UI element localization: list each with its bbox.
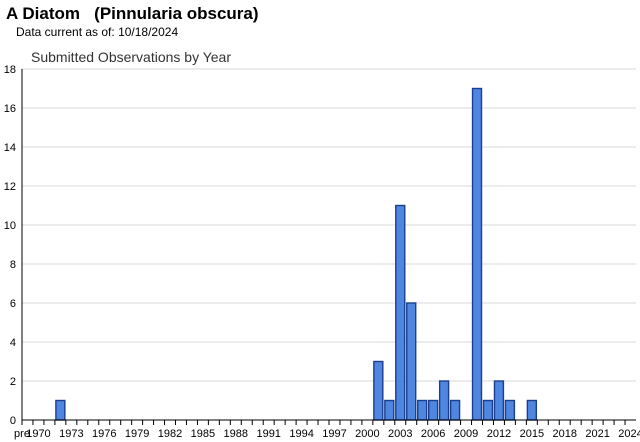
y-tick-label: 10: [4, 220, 16, 232]
x-tick-label: 2006: [421, 428, 445, 440]
y-tick-label: 18: [4, 64, 16, 76]
x-tick-label: 2024: [618, 428, 640, 440]
x-tick-label: 2015: [520, 428, 544, 440]
bar-2012[interactable]: [493, 380, 505, 421]
bar-2011[interactable]: [482, 399, 494, 421]
y-tick-label: 8: [10, 259, 16, 271]
bar-2010[interactable]: [471, 87, 483, 421]
scientific-name: (Pinnularia obscura): [94, 4, 259, 23]
x-tick-label: 2000: [355, 428, 379, 440]
x-tick-label: 1979: [125, 428, 149, 440]
data-current-date: 10/18/2024: [118, 25, 179, 39]
x-tick-label: 1994: [289, 428, 313, 440]
x-tick-label: 1970: [26, 428, 50, 440]
bar-2008[interactable]: [449, 399, 461, 421]
x-tick-label: 1985: [191, 428, 215, 440]
y-tick-label: 12: [4, 181, 16, 193]
x-tick-label: 1973: [59, 428, 83, 440]
bar-2015[interactable]: [526, 399, 538, 421]
bar-2004[interactable]: [406, 302, 417, 421]
bar-2001[interactable]: [373, 360, 384, 421]
bar-2007[interactable]: [438, 380, 450, 421]
x-tick-label: pre: [14, 428, 30, 440]
y-tick-label: 0: [10, 415, 16, 427]
bar-2002[interactable]: [384, 399, 395, 421]
x-tick-label: 1988: [224, 428, 248, 440]
common-name: A Diatom: [6, 4, 80, 23]
y-tick-label: 4: [10, 337, 16, 349]
x-tick-label: 2021: [585, 428, 609, 440]
x-tick-label: 1982: [158, 428, 182, 440]
x-tick-label: 2009: [454, 428, 478, 440]
page-title: A Diatom (Pinnularia obscura): [6, 4, 259, 24]
bar-2003[interactable]: [395, 204, 406, 421]
x-tick-label: 2003: [388, 428, 412, 440]
x-tick-label: 1976: [92, 428, 116, 440]
x-tick-label: 1991: [256, 428, 280, 440]
data-current-label: Data current as of:: [16, 25, 115, 39]
y-tick-label: 6: [10, 298, 16, 310]
bar-2005[interactable]: [417, 399, 428, 421]
y-tick-label: 2: [10, 376, 16, 388]
y-tick-label: 14: [4, 142, 16, 154]
bar-2006[interactable]: [427, 399, 439, 421]
y-tick-label: 16: [4, 103, 16, 115]
x-tick-label: 2012: [487, 428, 511, 440]
data-current-line: Data current as of: 10/18/2024: [16, 25, 178, 39]
x-tick-label: 1997: [322, 428, 346, 440]
bar-2013[interactable]: [504, 399, 516, 421]
chart-title: Submitted Observations by Year: [31, 49, 232, 65]
x-tick-label: 2018: [552, 428, 576, 440]
bar-1972[interactable]: [55, 399, 66, 421]
